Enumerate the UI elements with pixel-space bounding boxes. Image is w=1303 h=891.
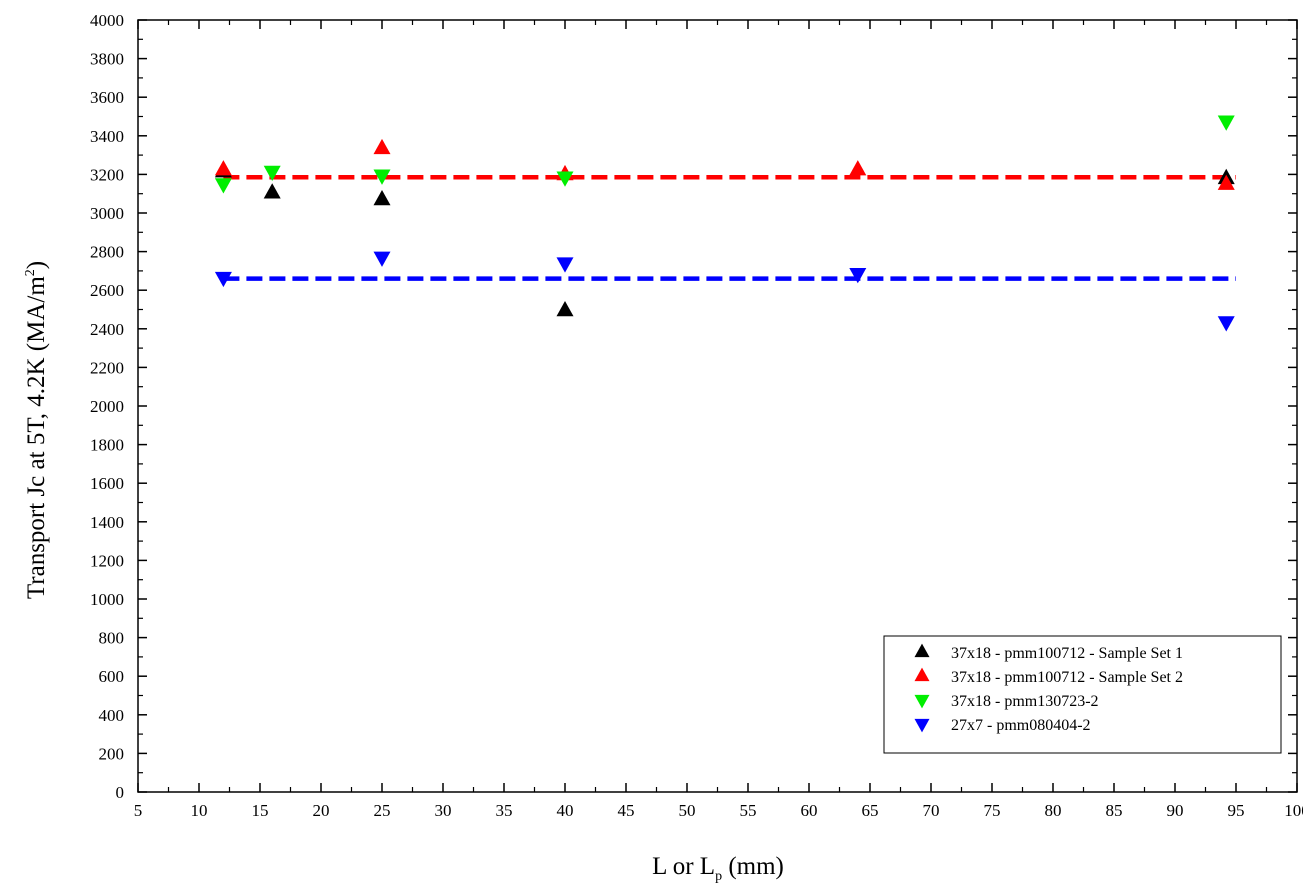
y-tick-label: 1200 xyxy=(90,551,124,570)
y-tick-label: 2400 xyxy=(90,320,124,339)
y-axis-title: Transport Jc at 5T, 4.2K (MA/m2) xyxy=(23,261,50,599)
y-tick-label: 1400 xyxy=(90,513,124,532)
legend-marker-4 xyxy=(914,718,930,733)
x-tick-label: 75 xyxy=(984,801,1001,820)
legend-label-4: 27x7 - pmm080404-2 xyxy=(951,717,1091,734)
legend-label-2: 37x18 - pmm100712 - Sample Set 2 xyxy=(951,669,1183,686)
data-point-series-3 xyxy=(263,165,281,181)
data-point-series-4 xyxy=(556,257,574,273)
legend-label-3: 37x18 - pmm130723-2 xyxy=(951,693,1099,710)
x-tick-label: 30 xyxy=(435,801,452,820)
y-tick-label: 2800 xyxy=(90,243,124,262)
data-point-series-3 xyxy=(214,178,232,194)
legend-marker-1 xyxy=(914,643,930,658)
x-tick-label: 40 xyxy=(557,801,574,820)
x-tick-label: 20 xyxy=(313,801,330,820)
x-tick-label: 70 xyxy=(923,801,940,820)
data-point-series-3 xyxy=(556,171,574,187)
x-tick-label: 55 xyxy=(740,801,757,820)
y-tick-label: 3800 xyxy=(90,50,124,69)
data-point-series-3 xyxy=(1217,115,1235,131)
data-point-series-4 xyxy=(849,267,867,284)
x-tick-label: 25 xyxy=(374,801,391,820)
data-point-series-2 xyxy=(849,160,867,176)
legend: 37x18 - pmm100712 - Sample Set 1 37x18 - … xyxy=(883,635,1282,754)
legend-box xyxy=(883,635,1282,754)
y-tick-label: 4000 xyxy=(90,11,124,30)
y-tick-label: 2200 xyxy=(90,358,124,377)
x-tick-label: 95 xyxy=(1228,801,1245,820)
data-point-series-2 xyxy=(373,138,391,155)
x-tick-label: 100 xyxy=(1284,801,1303,820)
data-point-series-4 xyxy=(214,271,232,288)
data-markers xyxy=(214,115,1235,332)
y-tick-label: 2600 xyxy=(90,281,124,300)
x-tick-label: 90 xyxy=(1167,801,1184,820)
data-point-series-4 xyxy=(1217,316,1235,332)
data-point-series-1 xyxy=(373,190,391,206)
x-tick-label: 60 xyxy=(801,801,818,820)
x-tick-label: 50 xyxy=(679,801,696,820)
x-tick-label: 45 xyxy=(618,801,635,820)
legend-marker-2 xyxy=(914,667,930,682)
x-tick-label: 65 xyxy=(862,801,879,820)
x-tick-label: 5 xyxy=(134,801,143,820)
data-point-series-1 xyxy=(556,300,574,317)
x-axis: 5 10 15 20 25 30 35 40 45 50 55 60 65 70 75 80 85 90 95 100 xyxy=(134,20,1303,820)
data-point-series-1 xyxy=(263,183,281,199)
y-tick-label: 3200 xyxy=(90,165,124,184)
x-tick-label: 85 xyxy=(1106,801,1123,820)
y-tick-label: 3600 xyxy=(90,88,124,107)
data-point-series-2 xyxy=(1217,174,1235,190)
y-tick-label: 1800 xyxy=(90,436,124,455)
y-tick-label: 600 xyxy=(99,667,125,686)
x-tick-label: 10 xyxy=(191,801,208,820)
data-point-series-4 xyxy=(373,251,391,267)
y-tick-label: 0 xyxy=(116,783,125,802)
y-tick-label: 2000 xyxy=(90,397,124,416)
y-tick-label: 1000 xyxy=(90,590,124,609)
y-tick-label: 1600 xyxy=(90,474,124,493)
y-tick-label: 200 xyxy=(99,744,125,763)
legend-label-1: 37x18 - pmm100712 - Sample Set 1 xyxy=(951,645,1183,662)
x-axis-title: L or Lp (mm) xyxy=(652,853,784,884)
legend-marker-3 xyxy=(914,694,930,709)
reference-lines xyxy=(223,175,1236,281)
x-tick-label: 35 xyxy=(496,801,513,820)
y-tick-label: 3400 xyxy=(90,127,124,146)
y-tick-label: 3000 xyxy=(90,204,124,223)
data-point-series-3 xyxy=(373,169,391,185)
data-point-series-2 xyxy=(214,160,232,176)
x-tick-label: 80 xyxy=(1045,801,1062,820)
y-axis: 0 200 400 600 800 1000 1200 1400 1600 1800 2000 220… xyxy=(90,11,1297,802)
y-tick-label: 800 xyxy=(99,629,125,648)
x-tick-label: 15 xyxy=(252,801,269,820)
y-tick-label: 400 xyxy=(99,706,125,725)
